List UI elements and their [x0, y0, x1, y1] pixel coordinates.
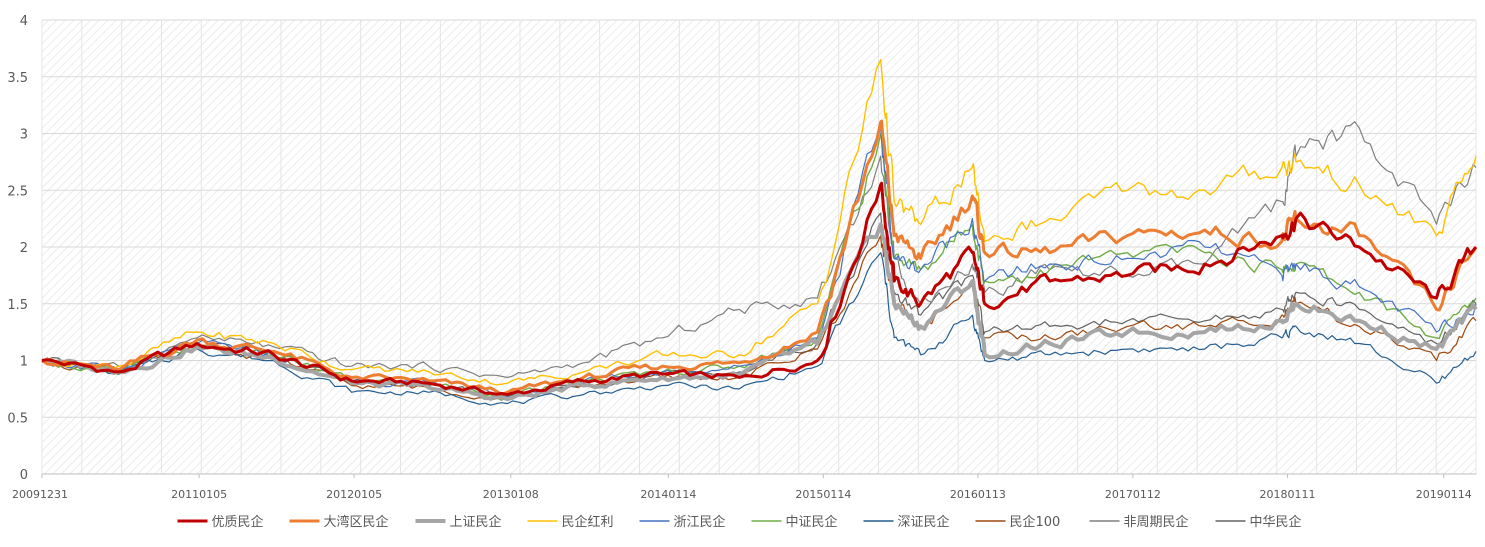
y-tick-label: 1: [20, 355, 28, 370]
y-tick-label: 0: [20, 468, 28, 483]
legend-label: 民企100: [1010, 514, 1061, 530]
y-tick-label: 3.5: [7, 71, 28, 86]
legend-item: 非周期民企: [1089, 514, 1189, 530]
legend-item: 优质民企: [177, 514, 264, 530]
legend-label: 民企红利: [562, 514, 614, 530]
legend-item: 上证民企: [415, 514, 502, 530]
series-line-9: [41, 121, 1477, 379]
x-tick-label: 20190114: [1416, 488, 1472, 501]
legend-label: 中证民企: [786, 514, 838, 530]
legend-label: 上证民企: [450, 514, 502, 530]
legend-item: 民企100: [975, 514, 1061, 530]
legend-item: 民企红利: [527, 514, 614, 530]
x-tick-label: 20150114: [795, 488, 851, 501]
legend-item: 深证民企: [863, 514, 950, 530]
y-tick-label: 3: [20, 128, 28, 143]
legend-label: 大湾区民企: [324, 514, 389, 530]
x-tick-label: 20170112: [1105, 488, 1161, 501]
x-tick-label: 20120105: [326, 488, 382, 501]
series-line-1: [41, 181, 1478, 397]
y-tick-label: 0.5: [7, 411, 28, 426]
legend-item: 中证民企: [751, 514, 838, 530]
x-tick-label: 20091231: [12, 488, 68, 501]
legend-label: 优质民企: [212, 514, 264, 530]
x-tick-label: 20130108: [483, 488, 539, 501]
series-line-7: [41, 252, 1477, 406]
legend-item: 中华民企: [1215, 514, 1302, 530]
legend-item: 浙江民企: [639, 514, 726, 530]
y-tick-label: 4: [20, 14, 28, 29]
y-tick-label: 2: [20, 241, 28, 256]
x-tick-label: 20140114: [640, 488, 696, 501]
series-line-4: [41, 59, 1477, 386]
legend-label: 中华民企: [1250, 514, 1302, 530]
legend-label: 深证民企: [898, 514, 950, 530]
y-tick-label: 2.5: [7, 184, 28, 199]
legend-label: 非周期民企: [1124, 514, 1189, 530]
x-tick-label: 20180111: [1259, 488, 1315, 501]
y-tick-label: 1.5: [7, 298, 28, 313]
series-line-6: [41, 132, 1477, 401]
legend-label: 浙江民企: [674, 514, 726, 530]
x-tick-label: 20110105: [171, 488, 227, 501]
x-tick-label: 20160113: [950, 488, 1006, 501]
legend-item: 大湾区民企: [289, 514, 389, 530]
